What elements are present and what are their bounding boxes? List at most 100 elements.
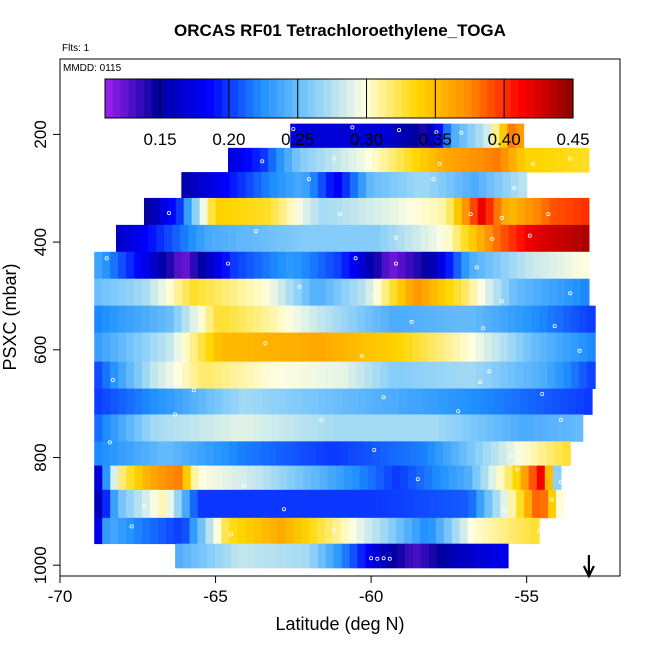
heatmap-cell <box>270 414 279 442</box>
heatmap-cell <box>343 465 353 491</box>
heatmap-cell <box>542 414 552 442</box>
sample-point <box>527 233 532 238</box>
colorbar-segment <box>292 79 301 118</box>
heatmap-cell <box>459 441 468 466</box>
colorbar-segment <box>315 79 324 118</box>
heatmap-cell <box>341 251 351 280</box>
heatmap-cell <box>515 332 525 363</box>
heatmap-cell <box>514 441 524 466</box>
heatmap-cell <box>110 251 119 280</box>
heatmap-cell <box>239 465 248 491</box>
colorbar-segment <box>120 79 129 118</box>
heatmap-cell <box>253 332 262 363</box>
colorbar-segment <box>502 79 512 118</box>
heatmap-cell <box>436 224 446 253</box>
heatmap-cell <box>563 332 572 363</box>
sample-point <box>297 284 302 289</box>
colorbar-segment <box>393 79 402 118</box>
heatmap-cell <box>316 517 326 545</box>
heatmap-cell <box>269 361 278 389</box>
heatmap-cell <box>173 332 183 363</box>
sample-point <box>372 447 377 452</box>
heatmap-cell <box>404 147 414 173</box>
heatmap-cell <box>325 543 335 569</box>
heatmap-cell <box>285 489 294 519</box>
heatmap-cell <box>183 197 193 226</box>
heatmap-cell <box>300 517 310 545</box>
heatmap-cell <box>214 414 223 442</box>
heatmap-cell <box>399 388 408 415</box>
heatmap-cell <box>254 414 263 442</box>
heatmap-cell <box>580 224 590 253</box>
heatmap-cell <box>572 251 582 280</box>
sample-point <box>291 127 296 132</box>
heatmap-cell <box>330 123 340 149</box>
heatmap-cell <box>238 388 248 415</box>
heatmap-cell <box>362 123 372 149</box>
heatmap-cell <box>420 489 430 519</box>
heatmap-cell <box>364 361 374 389</box>
heatmap-cell <box>308 441 317 466</box>
colorbar-segment <box>151 79 161 118</box>
heatmap-cell <box>530 441 540 466</box>
heatmap-cell <box>190 543 200 569</box>
heatmap-cell <box>253 517 262 545</box>
heatmap-cell <box>277 332 286 363</box>
heatmap-cell <box>469 251 478 280</box>
heatmap-cell <box>278 543 287 569</box>
heatmap-cell <box>427 123 436 149</box>
colorbar-segment <box>401 79 410 118</box>
heatmap-cell <box>390 414 400 442</box>
heatmap-cell <box>410 123 420 149</box>
heatmap-cell <box>358 414 368 442</box>
heatmap-cell <box>467 441 476 466</box>
heatmap-cell <box>372 489 382 519</box>
heatmap-cell <box>572 224 582 253</box>
heatmap-cell <box>444 224 454 253</box>
heatmap-cell <box>262 388 272 415</box>
heatmap-cell <box>94 414 103 442</box>
heatmap-cell <box>221 361 230 389</box>
heatmap-cell <box>325 489 334 519</box>
heatmap-cell <box>332 305 342 333</box>
colorbar-segment <box>463 79 473 118</box>
heatmap-cell <box>359 465 369 491</box>
heatmap-cell <box>428 147 438 173</box>
heatmap-cell <box>414 414 424 442</box>
heatmap-cell <box>309 278 319 307</box>
sample-point <box>409 319 414 324</box>
heatmap-cell <box>332 332 342 363</box>
heatmap-cell <box>306 123 315 149</box>
heatmap-cell <box>533 197 542 226</box>
colorbar-segment <box>440 79 449 118</box>
heatmap-cell <box>531 332 541 363</box>
heatmap-cell <box>415 388 424 415</box>
heatmap-cell <box>349 543 359 569</box>
colorbar-tick-label: 0.30 <box>350 130 383 149</box>
heatmap-cell <box>404 361 413 389</box>
heatmap-cell <box>446 414 456 442</box>
heatmap-cell <box>126 305 135 333</box>
heatmap-cell <box>507 361 517 389</box>
heatmap-cell <box>175 543 184 569</box>
heatmap-cell <box>422 172 431 199</box>
colorbar-segment <box>495 79 504 118</box>
sample-point <box>393 261 398 266</box>
sample-point <box>530 161 535 166</box>
heatmap-cell <box>340 332 350 363</box>
heatmap-cell <box>142 278 151 307</box>
heatmap-cell <box>372 305 382 333</box>
heatmap-cell <box>422 197 431 226</box>
sample-point <box>306 177 311 182</box>
heatmap-cell <box>149 441 159 466</box>
heatmap-cell <box>340 147 349 173</box>
heatmap-cell <box>308 224 317 253</box>
heatmap-cell <box>383 465 393 491</box>
heatmap-cell <box>555 305 564 333</box>
colorbar-segment <box>518 79 527 118</box>
heatmap-cell <box>278 414 287 442</box>
heatmap-cell <box>580 197 590 226</box>
heatmap-cell <box>327 388 336 415</box>
heatmap-cell <box>158 251 167 280</box>
heatmap-cell <box>444 332 453 363</box>
